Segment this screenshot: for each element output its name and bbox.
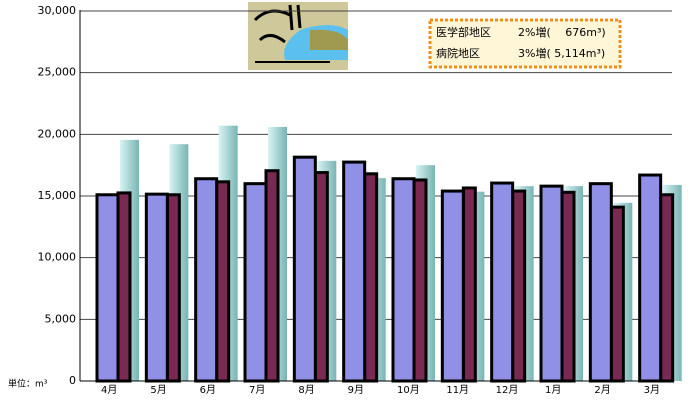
y-tick-label: 15,000 bbox=[38, 189, 77, 202]
annotation-area: 医学部地区 bbox=[436, 25, 491, 39]
x-tick-label: 4月 bbox=[101, 384, 117, 396]
x-tick-label: 6月 bbox=[200, 384, 216, 396]
annotation-change: 2%増( 676m³) bbox=[518, 26, 606, 39]
bar bbox=[342, 160, 367, 383]
bar bbox=[391, 177, 416, 383]
bar bbox=[116, 191, 132, 383]
annotation-box: 医学部地区 2%増( 676m³) 病院地区 3%増( 5,114m³) bbox=[428, 18, 622, 69]
bar bbox=[560, 190, 576, 383]
x-tick-label: 10月 bbox=[397, 384, 420, 396]
unit-label: 単位：m³ bbox=[8, 378, 48, 390]
bar bbox=[440, 189, 465, 383]
bar bbox=[511, 189, 527, 383]
bar bbox=[461, 186, 477, 383]
annotation-change: 3%増( 5,114m³) bbox=[518, 47, 605, 60]
bar bbox=[609, 205, 625, 383]
x-tick-label: 5月 bbox=[150, 384, 166, 396]
x-tick-label: 7月 bbox=[249, 384, 265, 396]
bar bbox=[659, 193, 675, 383]
bar bbox=[194, 177, 219, 383]
bar bbox=[539, 184, 564, 383]
bar bbox=[412, 178, 428, 383]
x-tick-label: 8月 bbox=[298, 384, 314, 396]
x-tick-label: 9月 bbox=[348, 384, 364, 396]
bar bbox=[292, 155, 317, 383]
x-tick-label: 1月 bbox=[545, 384, 561, 396]
y-tick-label: 0 bbox=[69, 374, 76, 387]
bar bbox=[490, 181, 515, 383]
bar bbox=[144, 192, 169, 383]
bar bbox=[95, 193, 120, 383]
bar bbox=[638, 173, 663, 383]
x-tick-label: 2月 bbox=[594, 384, 610, 396]
annotation-area: 病院地区 bbox=[436, 46, 480, 60]
x-tick-label: 11月 bbox=[446, 384, 469, 396]
y-tick-label: 5,000 bbox=[45, 312, 77, 325]
illustration bbox=[248, 2, 348, 70]
bar bbox=[264, 169, 280, 383]
y-tick-label: 25,000 bbox=[38, 66, 77, 79]
x-tick-label: 3月 bbox=[644, 384, 660, 396]
bar bbox=[215, 180, 231, 383]
y-tick-label: 10,000 bbox=[38, 251, 77, 264]
bar bbox=[363, 172, 379, 383]
x-tick-label: 12月 bbox=[496, 384, 519, 396]
bar bbox=[588, 182, 613, 383]
bar bbox=[313, 171, 329, 383]
y-tick-label: 20,000 bbox=[38, 127, 77, 140]
bar bbox=[165, 193, 181, 383]
bar bbox=[243, 182, 268, 383]
y-tick-label: 30,000 bbox=[38, 4, 77, 17]
